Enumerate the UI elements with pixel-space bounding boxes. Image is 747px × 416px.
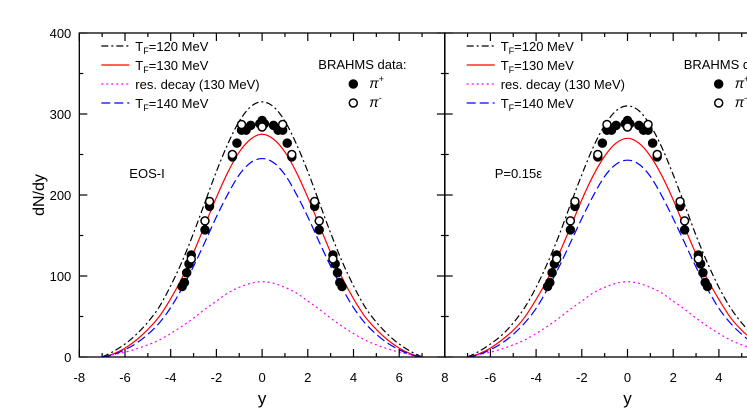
curve-dotted: [102, 281, 423, 358]
curve-dashed: [102, 157, 423, 358]
data-point-pi-plus: [282, 138, 292, 148]
data-point-pi-plus: [597, 138, 608, 148]
legend-label-pi-plus: π+: [735, 74, 747, 91]
legend-label: TF=120 MeV: [501, 39, 574, 56]
curve-dash-dot: [101, 101, 423, 358]
x-tick-label: 2: [670, 370, 677, 385]
curve-solid: [101, 133, 423, 358]
data-point-pi-plus: [314, 225, 324, 235]
x-tick-label: -6: [485, 370, 497, 385]
data-point-pi-plus: [245, 120, 256, 131]
panel-label: P=0.15ε: [495, 166, 543, 181]
data-point-pi-minus: [622, 122, 633, 132]
data-point-pi-minus: [200, 216, 210, 226]
data-point-pi-plus: [702, 281, 713, 292]
data-point-pi-plus: [232, 138, 242, 148]
data-point-pi-minus: [551, 254, 562, 264]
data-point-pi-plus: [545, 277, 555, 288]
legend-label-pi-plus: π+: [369, 74, 384, 91]
legend-label: TF=140 MeV: [501, 96, 574, 113]
data-legend-title: BRAHMS data:: [318, 57, 406, 72]
x-tick-label: -8: [74, 370, 86, 385]
data-point-pi-minus: [204, 196, 215, 207]
legend-marker-pi-plus: [713, 79, 724, 89]
data-point-pi-minus: [236, 119, 247, 130]
data-legend-title: BRAHMS data:: [684, 57, 747, 72]
data-point-pi-minus: [328, 254, 338, 264]
x-tick-label: -2: [576, 370, 588, 385]
legend-label: res. decay (130 MeV): [501, 77, 625, 92]
x-tick-label: 4: [715, 370, 722, 385]
data-point-pi-minus: [675, 196, 685, 207]
x-tick-label: -4: [530, 370, 542, 385]
curve-dotted: [467, 281, 747, 358]
data-point-pi-minus: [593, 149, 603, 160]
data-point-pi-plus: [565, 225, 576, 235]
data-point-pi-minus: [287, 149, 297, 160]
plot-frame: [78, 32, 446, 358]
x-tick-label: -2: [211, 370, 223, 385]
x-tick-label: 0: [258, 370, 265, 385]
panel-label: EOS-I: [129, 166, 164, 181]
data-point-pi-plus: [179, 277, 190, 288]
y-tick-label: 200: [50, 188, 72, 203]
y-axis-label: dN/dy: [31, 174, 48, 216]
legend-label: TF=120 MeV: [135, 39, 208, 56]
y-tick-label: 100: [50, 269, 72, 284]
data-point-pi-plus: [611, 120, 621, 131]
data-point-pi-minus: [314, 216, 324, 226]
curve-dashed: [467, 159, 747, 358]
curve-solid: [467, 137, 747, 358]
data-point-pi-plus: [547, 268, 557, 278]
data-point-pi-plus: [200, 225, 210, 235]
legend-marker-pi-minus: [348, 98, 359, 108]
legend-label: res. decay (130 MeV): [135, 77, 259, 92]
legend-label: TF=130 MeV: [135, 58, 208, 75]
x-tick-label: 0: [624, 370, 631, 385]
data-point-pi-minus: [565, 216, 576, 226]
x-axis-label: y: [623, 389, 632, 408]
legend-label-pi-minus: π-: [735, 93, 747, 110]
x-tick-label: 4: [350, 370, 357, 385]
data-point-pi-minus: [602, 119, 612, 130]
panel-1: -8 -6 -4 -2 0 2 4 6 8 0 100 200 300 400 y dN/dy TF=120 M…: [31, 26, 449, 408]
data-point-pi-minus: [186, 254, 197, 264]
curve-dash-dot: [467, 105, 747, 358]
data-point-pi-minus: [693, 254, 704, 264]
data-point-pi-minus: [257, 122, 267, 132]
data-point-pi-minus: [227, 149, 238, 160]
data-point-pi-minus: [277, 119, 288, 130]
legend-label: TF=130 MeV: [501, 58, 574, 75]
y-tick-label: 0: [64, 350, 71, 365]
data-point-pi-minus: [643, 119, 653, 130]
y-tick-label: 400: [50, 26, 72, 41]
x-tick-label: 8: [441, 370, 448, 385]
data-point-pi-plus: [679, 225, 690, 235]
x-tick-label: 6: [396, 370, 403, 385]
data-point-pi-minus: [570, 196, 580, 207]
x-axis-label: y: [258, 389, 267, 408]
data-point-pi-plus: [698, 268, 708, 278]
x-tick-label: -4: [165, 370, 177, 385]
data-point-pi-minus: [652, 149, 662, 160]
data-point-pi-minus: [309, 196, 320, 207]
data-point-pi-plus: [181, 268, 192, 278]
data-point-pi-plus: [332, 268, 343, 278]
legend-label-pi-minus: π-: [369, 93, 381, 110]
data-point-pi-plus: [337, 281, 347, 292]
legend-label: TF=140 MeV: [135, 96, 208, 113]
legend-marker-pi-minus: [713, 98, 724, 108]
data-point-pi-plus: [647, 138, 658, 148]
y-tick-label: 300: [50, 107, 72, 122]
data-point-pi-minus: [679, 216, 690, 226]
x-tick-label: -6: [119, 370, 131, 385]
x-tick-label: 2: [304, 370, 311, 385]
legend-marker-pi-plus: [348, 79, 359, 89]
